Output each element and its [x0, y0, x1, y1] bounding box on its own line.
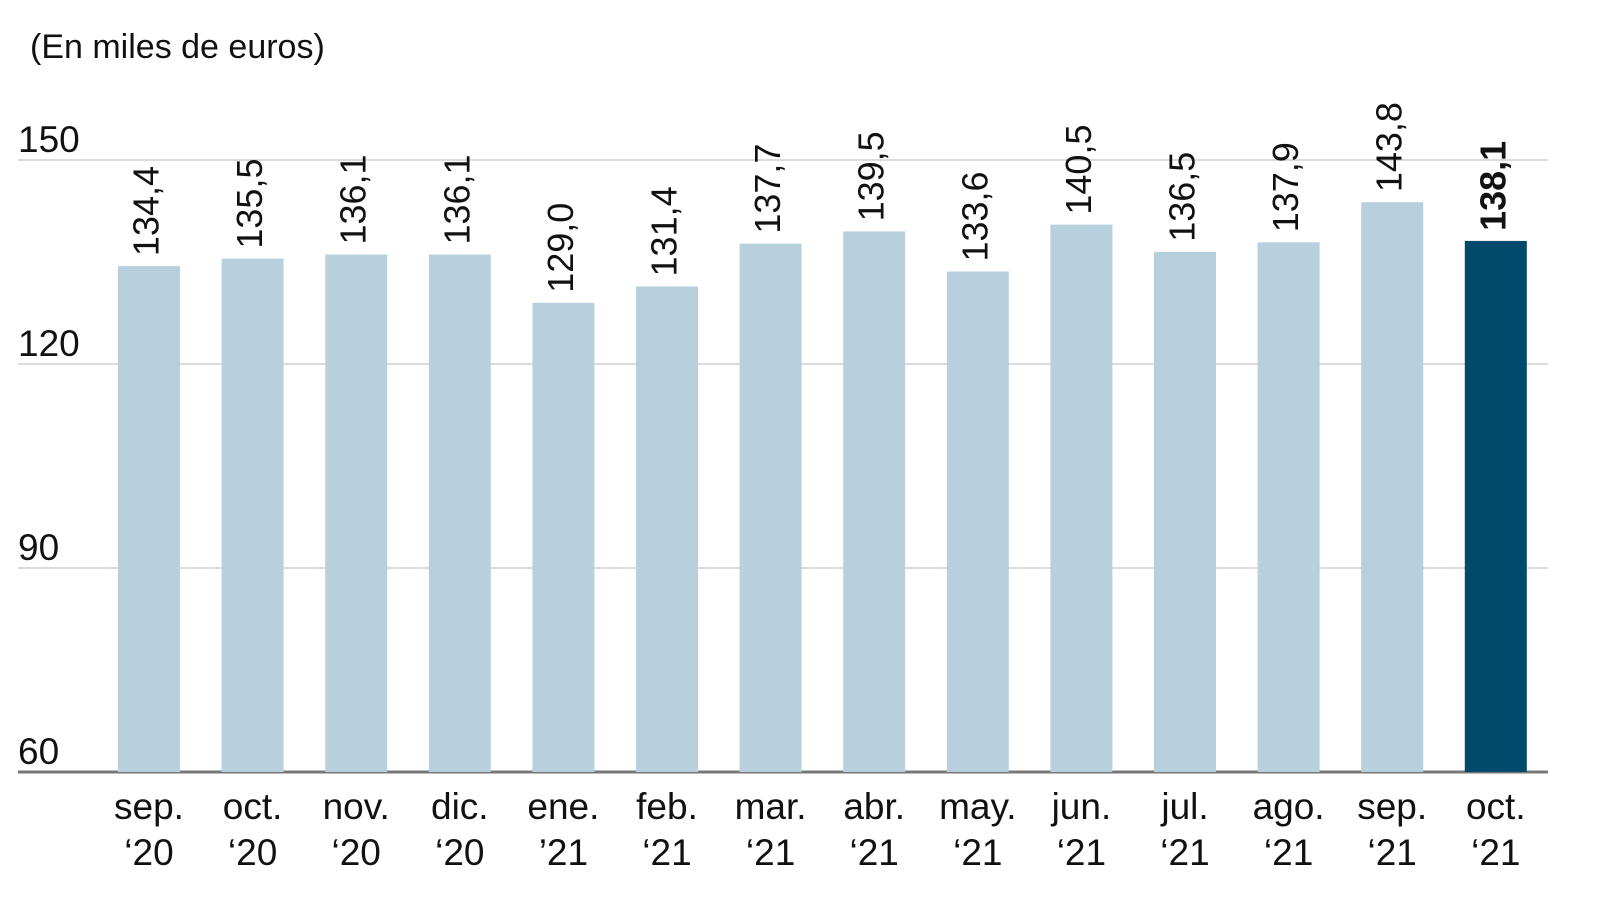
bar — [739, 243, 802, 772]
bar — [1154, 251, 1216, 773]
y-tick-label: 150 — [18, 119, 80, 160]
value-label: 134,4 — [126, 166, 167, 256]
value-label: 139,5 — [851, 131, 892, 221]
y-tick-label: 120 — [18, 323, 80, 364]
x-tick-label: mar. ‘21 — [734, 786, 807, 873]
value-label: 136,5 — [1162, 152, 1203, 242]
x-tick-label: sep. ‘21 — [1357, 786, 1428, 873]
value-label: 140,5 — [1058, 125, 1099, 215]
bar — [428, 254, 491, 772]
bar — [221, 258, 284, 773]
bar — [843, 231, 906, 772]
x-tick-label: ene. ’21 — [527, 786, 600, 873]
bar — [1361, 202, 1424, 772]
value-label: 137,9 — [1265, 142, 1306, 232]
value-label: 135,5 — [229, 159, 270, 249]
value-label: 133,6 — [954, 171, 995, 261]
value-label: 136,1 — [333, 154, 374, 244]
bar — [532, 302, 595, 772]
bar — [1464, 240, 1527, 773]
x-tick-label: jul. ‘21 — [1160, 786, 1210, 873]
x-tick-label: dic. ‘20 — [431, 786, 489, 873]
x-tick-label: sep. ‘20 — [114, 786, 184, 873]
x-tick-label: nov. ‘20 — [322, 786, 390, 873]
x-tick-label: ago. ‘21 — [1252, 786, 1325, 873]
y-tick-label: 60 — [18, 731, 59, 772]
value-label: 129,0 — [540, 203, 581, 293]
value-label: 131,4 — [644, 186, 685, 276]
chart-subtitle: (En miles de euros) — [30, 28, 325, 66]
bar — [118, 266, 180, 772]
x-tick-label: may. ‘21 — [939, 786, 1017, 873]
x-tick-label: oct. ‘21 — [1465, 786, 1526, 873]
value-label: 143,8 — [1369, 102, 1410, 192]
value-label: 136,1 — [436, 154, 477, 244]
y-tick-label: 90 — [18, 527, 59, 568]
value-label: 138,1 — [1472, 141, 1513, 231]
value-label: 137,7 — [747, 144, 788, 234]
bar — [1257, 242, 1320, 772]
x-tick-label: feb. ‘21 — [636, 786, 698, 873]
bar — [325, 254, 388, 772]
bar — [1050, 224, 1113, 773]
bar — [946, 271, 1009, 772]
x-tick-label: abr. ‘21 — [843, 786, 906, 873]
x-tick-label: oct. ‘20 — [222, 786, 283, 873]
bar — [636, 286, 698, 772]
x-tick-label: jun. ‘21 — [1051, 786, 1112, 873]
